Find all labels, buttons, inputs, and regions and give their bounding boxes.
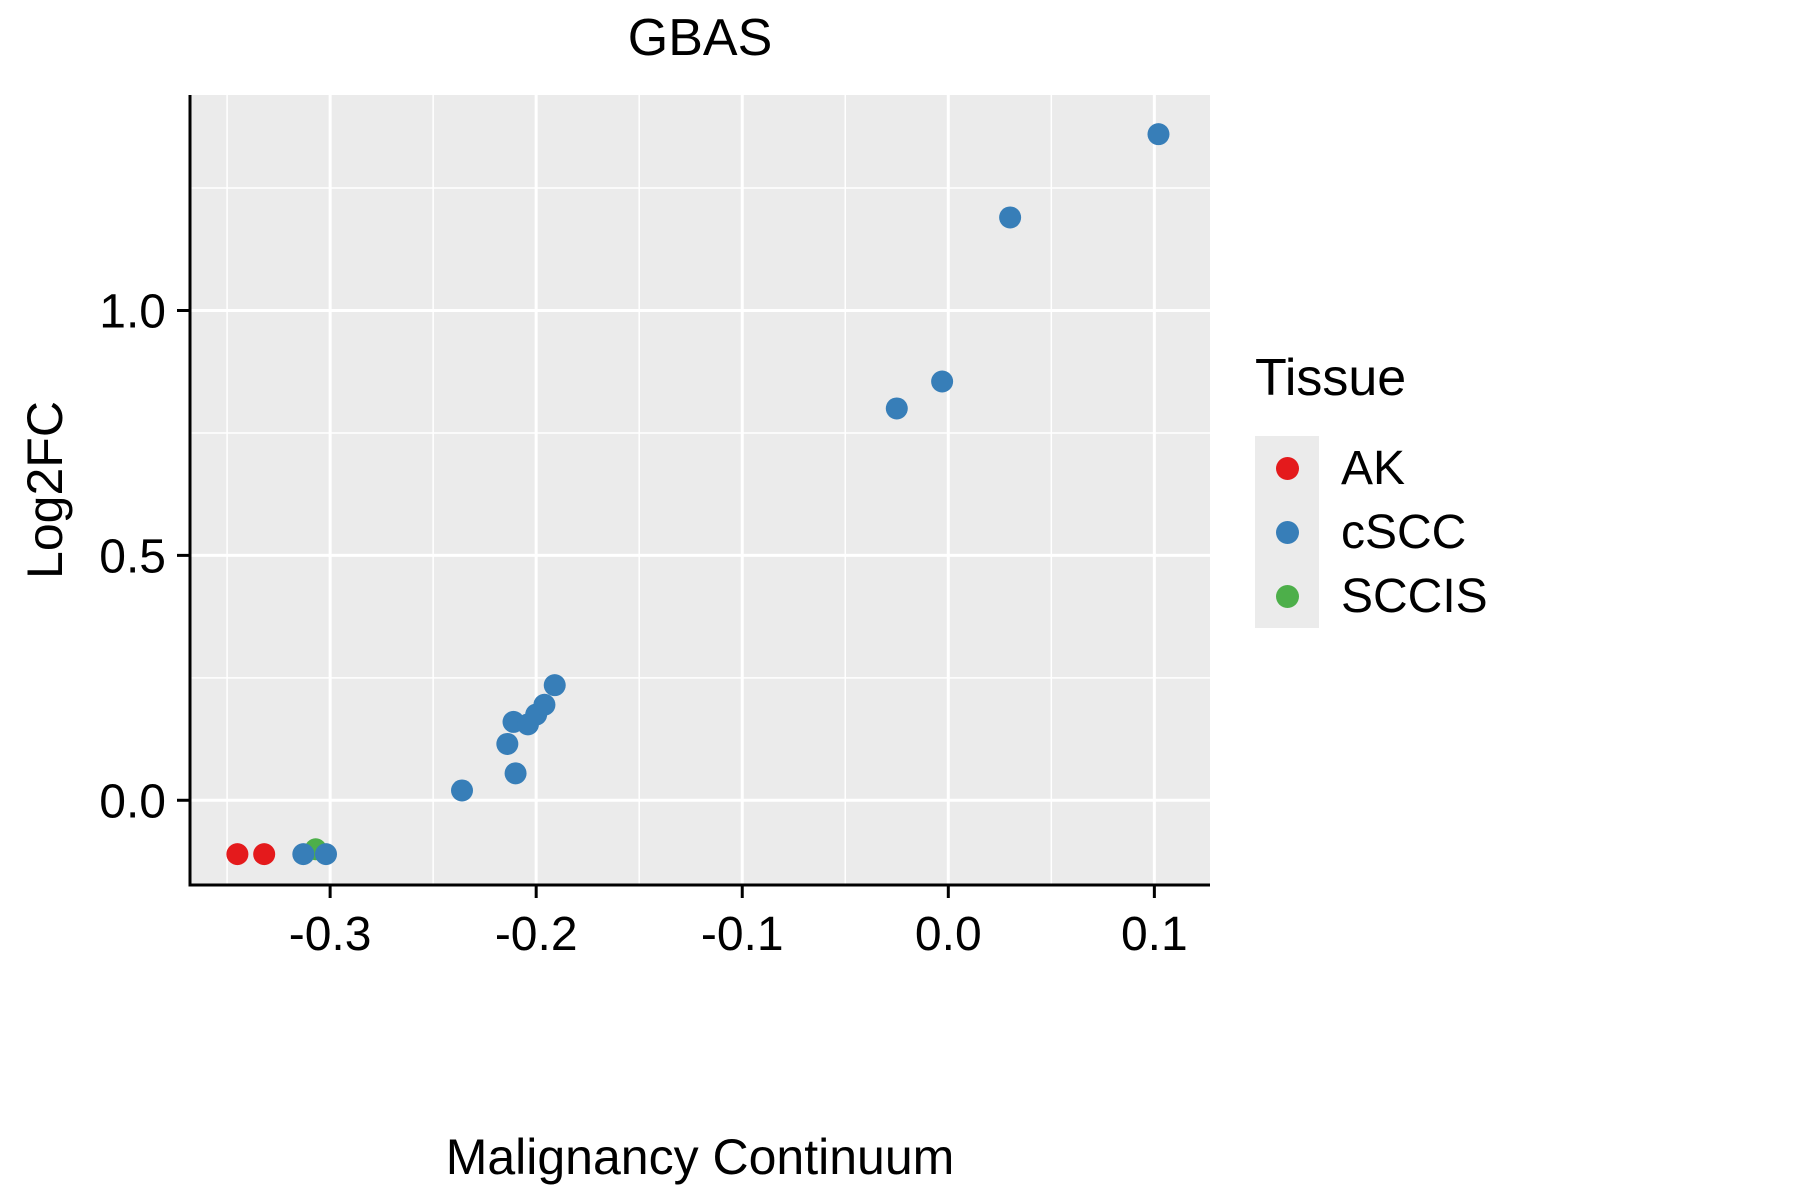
legend-label: SCCIS (1341, 569, 1488, 623)
y-tick-label: 0.0 (99, 775, 166, 828)
data-point-cSCC (1147, 123, 1170, 146)
data-point-cSCC (292, 843, 315, 866)
legend-dot-AK (1275, 456, 1299, 480)
legend-title: Tissue (1255, 349, 1407, 407)
data-point-AK (253, 843, 276, 866)
legend-dot-cSCC (1275, 520, 1299, 544)
data-point-cSCC (885, 397, 908, 420)
chart-title: GBAS (627, 9, 773, 67)
x-tick-label: -0.3 (289, 908, 372, 961)
x-tick-label: 0.1 (1121, 908, 1188, 961)
x-axis-label: Malignancy Continuum (445, 1129, 955, 1185)
x-tick-label: 0.0 (915, 908, 982, 961)
legend-label: cSCC (1341, 505, 1467, 559)
data-point-cSCC (999, 206, 1022, 229)
legend-key (1255, 500, 1319, 564)
data-point-cSCC (451, 779, 473, 802)
data-point-cSCC (931, 370, 954, 393)
legend-item-SCCIS: SCCIS (1255, 564, 1775, 628)
legend: Tissue AK cSCC SCCIS (1255, 348, 1775, 628)
legend-dot-SCCIS (1275, 584, 1299, 608)
data-point-cSCC (315, 843, 337, 866)
data-point-AK (226, 843, 249, 866)
y-tick-label: 0.5 (99, 530, 166, 583)
legend-items: AK cSCC SCCIS (1255, 436, 1775, 628)
data-point-cSCC (543, 674, 566, 697)
legend-key (1255, 436, 1319, 500)
x-tick-label: -0.2 (495, 908, 578, 961)
plot-panel (190, 95, 1210, 885)
legend-key (1255, 564, 1319, 628)
legend-label: AK (1341, 441, 1406, 495)
data-point-cSCC (504, 762, 527, 785)
legend-item-AK: AK (1255, 436, 1775, 500)
legend-item-cSCC: cSCC (1255, 500, 1775, 564)
data-point-cSCC (533, 693, 556, 716)
x-tick-label: -0.1 (701, 908, 784, 961)
y-tick-label: 1.0 (99, 285, 166, 338)
data-point-cSCC (496, 732, 519, 755)
